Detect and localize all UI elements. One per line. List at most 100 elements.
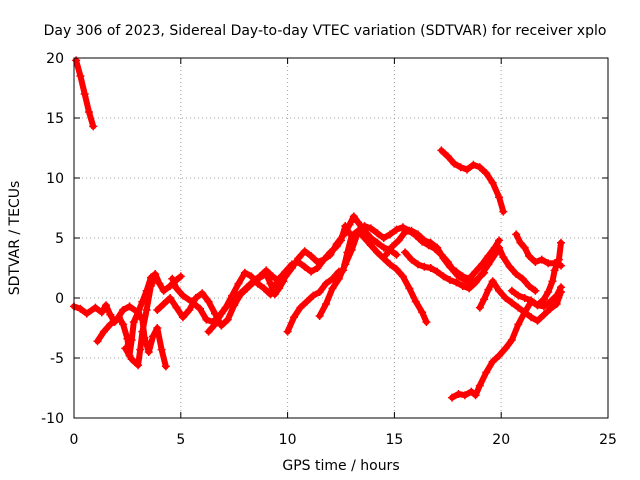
data-point [514, 303, 523, 312]
data-point [394, 236, 403, 245]
x-tick-label: 5 [176, 432, 185, 448]
data-point [465, 284, 474, 293]
data-point [302, 297, 311, 306]
data-point [467, 387, 476, 396]
data-point [482, 368, 491, 377]
x-tick-label: 15 [385, 432, 403, 448]
data-point [366, 241, 375, 250]
data-point [281, 267, 290, 276]
data-point [275, 274, 284, 283]
data-point [413, 230, 422, 239]
series-arc-13 [438, 147, 507, 215]
data-point [411, 297, 420, 306]
tick-labels: 0 5 10 15 20 25 -10 -5 0 5 10 15 20 [41, 51, 617, 448]
data-point [531, 286, 540, 295]
data-point [488, 178, 497, 187]
data-point [499, 253, 508, 262]
data-point [495, 286, 504, 295]
data-point [533, 301, 542, 310]
data-point [471, 391, 480, 400]
x-tick-label: 20 [492, 432, 510, 448]
data-point [102, 301, 111, 310]
data-point [345, 220, 354, 229]
data-point [471, 278, 480, 287]
data-point [495, 193, 504, 202]
data-point [159, 300, 168, 308]
data-point [268, 272, 277, 281]
data-point [433, 267, 442, 276]
data-point [196, 304, 205, 313]
y-tick-label: 15 [46, 111, 64, 127]
x-axis-label: GPS time / hours [282, 458, 399, 474]
data-point [514, 320, 523, 329]
data-point [422, 318, 431, 326]
data-point [448, 393, 457, 402]
chart-title: Day 306 of 2023, Sidereal Day-to-day VTE… [44, 23, 607, 39]
data-point [313, 264, 322, 272]
data-point [332, 240, 341, 248]
data-point [176, 272, 185, 281]
data-point [401, 248, 410, 257]
data-point [149, 332, 158, 341]
data-point [554, 255, 563, 264]
data-point [172, 284, 181, 293]
data-point [386, 230, 395, 239]
series-arc-9 [284, 227, 430, 335]
data-point [125, 302, 134, 311]
data-point [204, 297, 213, 306]
data-point [482, 169, 491, 178]
data-point [373, 248, 382, 257]
data-point [518, 274, 527, 283]
x-tick-label: 25 [599, 432, 617, 448]
data-point [475, 163, 484, 172]
data-point [533, 316, 542, 325]
data-point [300, 247, 309, 256]
data-point [452, 278, 461, 287]
data-point [539, 310, 548, 319]
data-point [187, 297, 196, 306]
data-point [495, 243, 504, 252]
data-point [76, 72, 85, 80]
data-point [443, 152, 452, 161]
data-point [268, 284, 277, 293]
data-point [507, 286, 516, 295]
data-point [210, 320, 219, 329]
data-point [475, 381, 484, 390]
data-point [539, 302, 548, 311]
data-point [89, 122, 98, 131]
data-point [354, 218, 363, 227]
data-point [460, 391, 469, 400]
y-tick-label: 5 [55, 231, 64, 247]
data-point [471, 267, 480, 276]
x-tick-label: 10 [279, 432, 297, 448]
data-point [296, 303, 305, 312]
data-point [507, 298, 516, 307]
data-point [230, 294, 239, 302]
data-point [469, 160, 478, 169]
data-point [307, 267, 316, 276]
data-point [401, 228, 410, 236]
data-point [127, 355, 136, 364]
data-point [240, 268, 249, 277]
data-point [129, 318, 138, 326]
data-point [386, 260, 395, 269]
data-point [236, 289, 245, 298]
data-series [70, 56, 566, 402]
data-point [480, 295, 489, 304]
data-point [161, 362, 170, 371]
data-point [106, 320, 115, 329]
data-point [531, 258, 540, 266]
data-point [319, 255, 328, 264]
data-point [99, 327, 108, 336]
data-point [322, 300, 331, 308]
data-point [249, 277, 258, 286]
data-point [484, 260, 493, 269]
data-point [507, 336, 516, 344]
y-tick-label: 20 [46, 51, 64, 67]
data-point [488, 277, 497, 286]
data-point [505, 262, 514, 271]
data-point [146, 282, 155, 290]
data-point [82, 309, 91, 318]
data-point [407, 226, 416, 235]
